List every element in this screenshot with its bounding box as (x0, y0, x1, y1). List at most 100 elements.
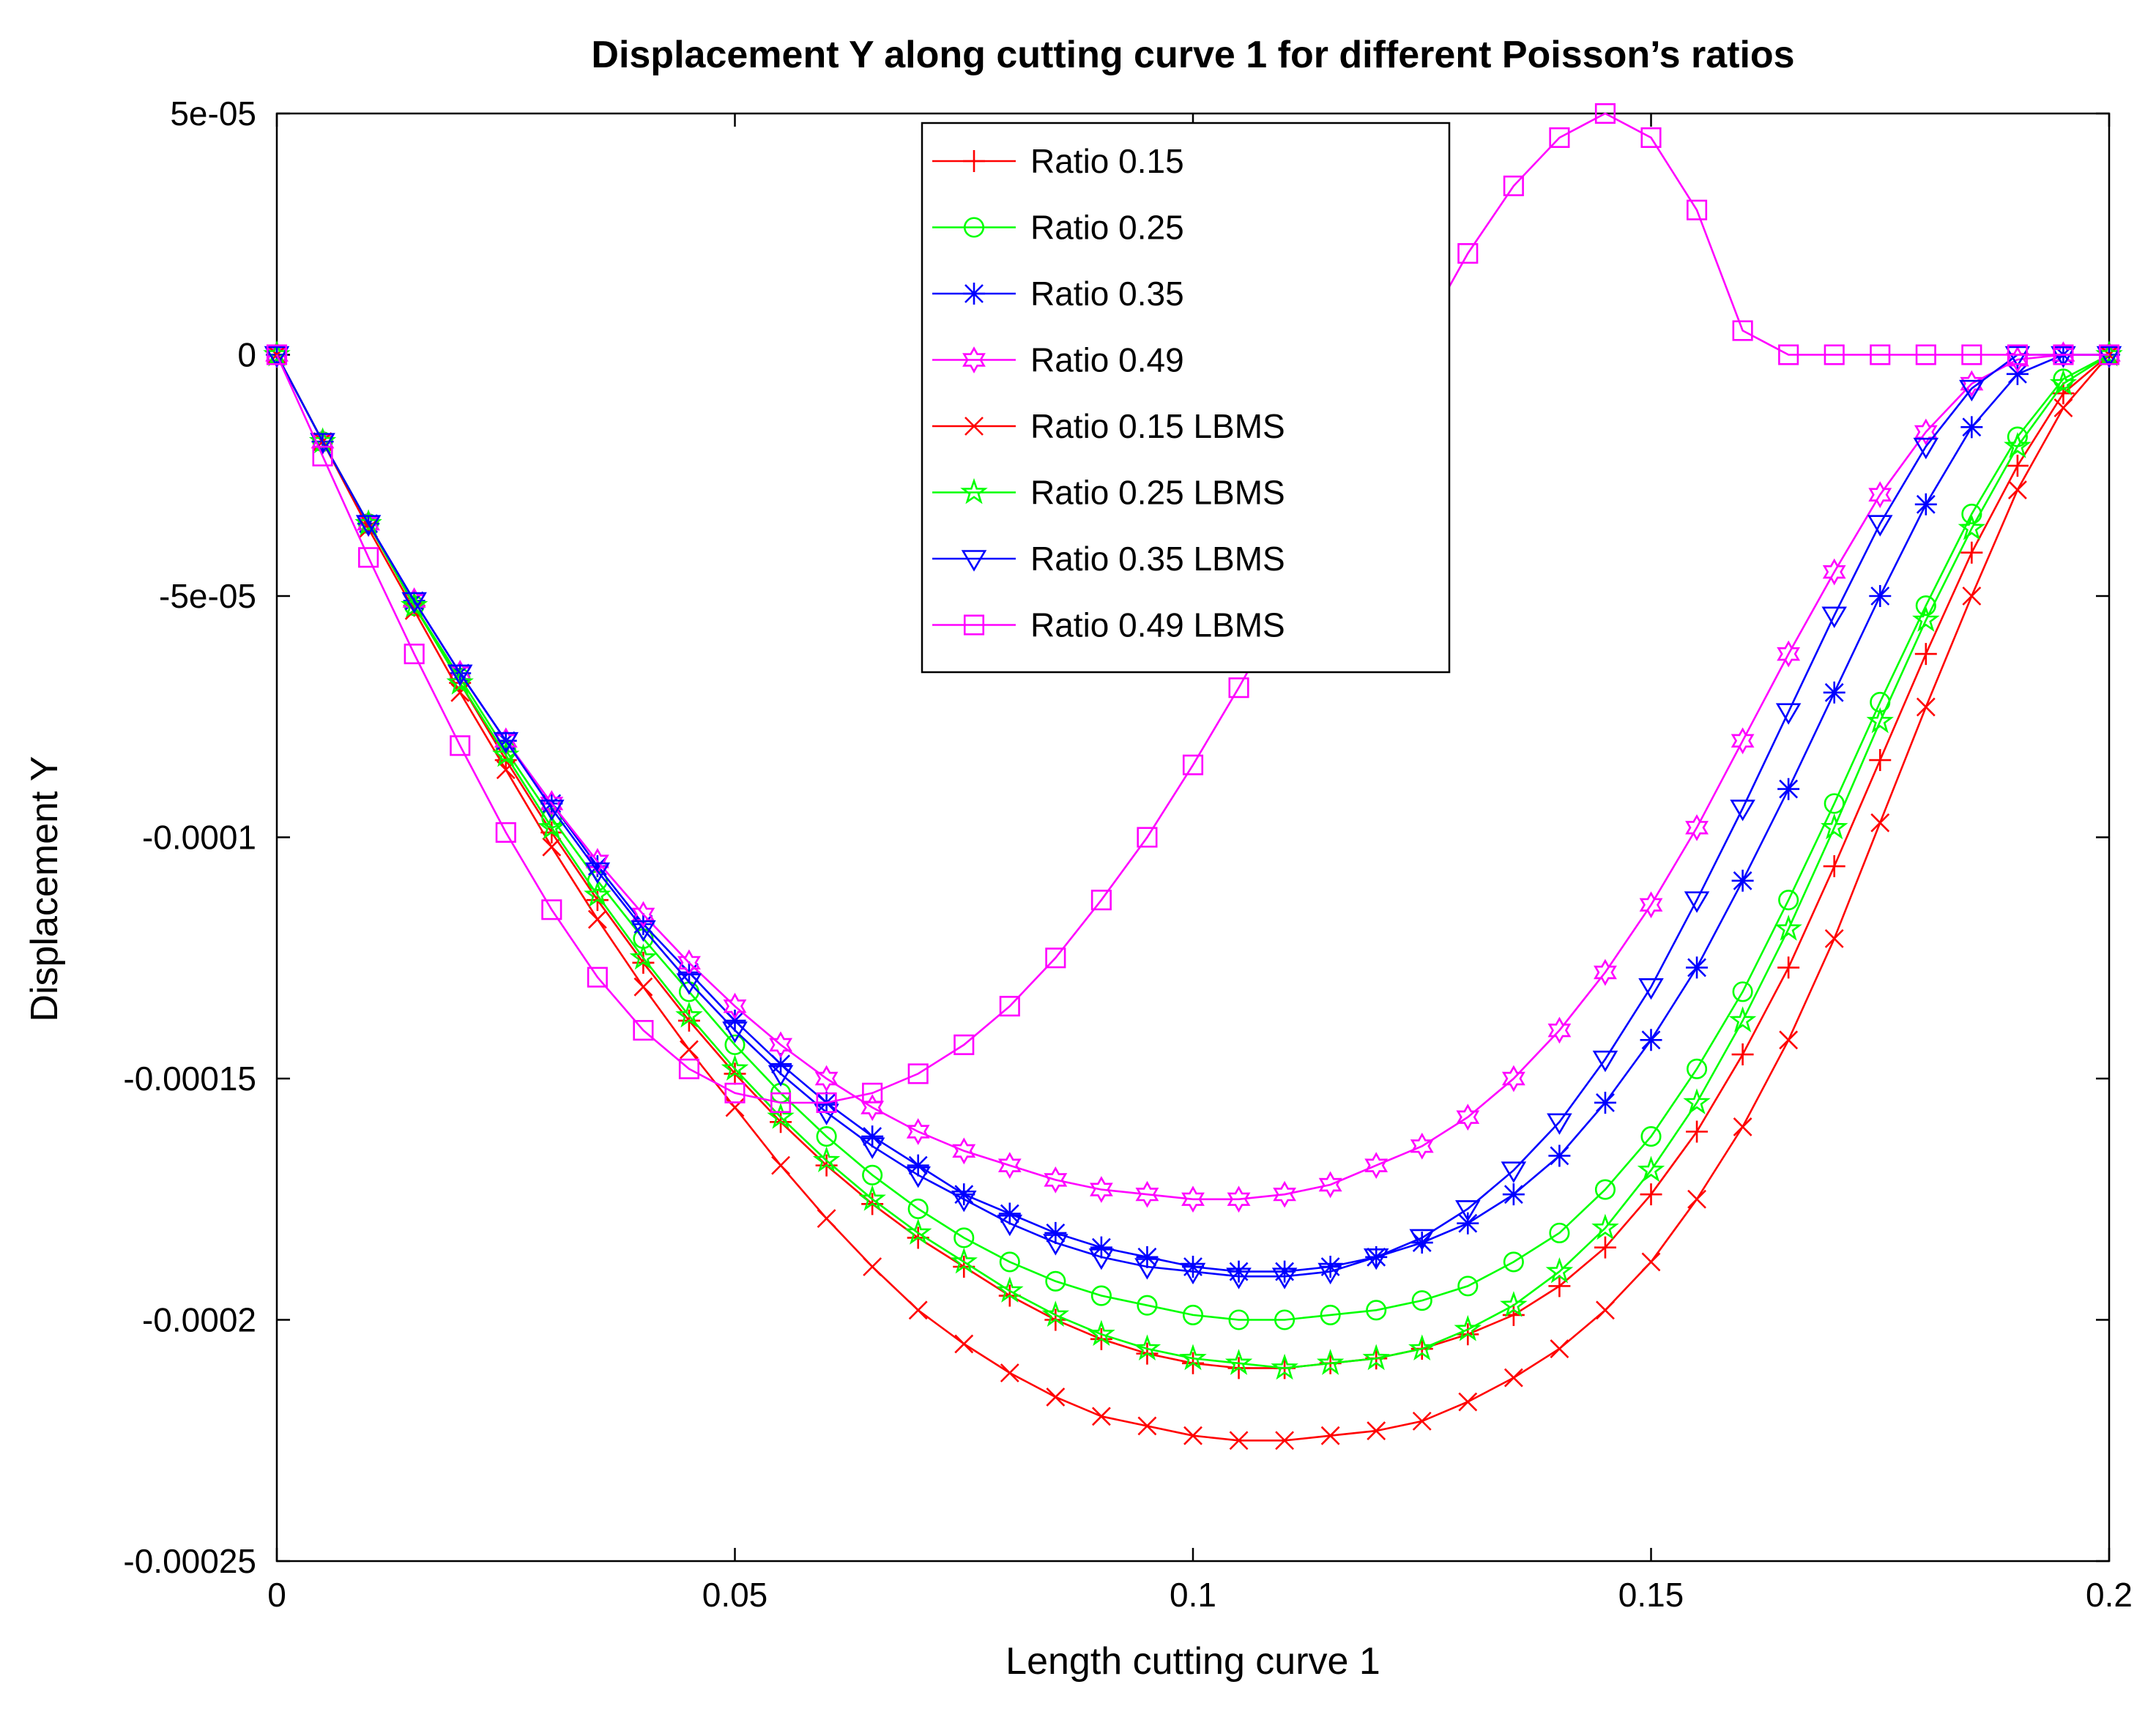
legend-label: Ratio 0.49 (1030, 341, 1184, 379)
legend-marker (961, 550, 987, 572)
legend: Ratio 0.15 Ratio 0.25 Ratio 0.35 Ratio 0.49… (921, 122, 1451, 674)
data-point (1271, 1353, 1298, 1380)
data-point (1915, 595, 1936, 617)
data-point (1547, 1113, 1572, 1135)
legend-marker (964, 417, 984, 436)
data-point (859, 1137, 885, 1159)
legend-item: Ratio 0.25 (932, 209, 1184, 247)
data-point (585, 848, 609, 875)
data-point (1594, 1236, 1616, 1259)
data-point (1046, 1388, 1066, 1407)
legend-label: Ratio 0.35 LBMS (1030, 540, 1285, 578)
data-point (266, 344, 288, 365)
data-point (1550, 1339, 1569, 1358)
data-point (1639, 891, 1663, 919)
data-point (629, 943, 658, 970)
data-point (1867, 515, 1893, 537)
data-point (2053, 398, 2073, 417)
data-point (1316, 1349, 1345, 1375)
data-point (951, 1190, 977, 1213)
data-point (1730, 800, 1755, 822)
data-point (1822, 558, 1846, 586)
legend-item: Ratio 0.49 LBMS (932, 606, 1285, 644)
data-point (1547, 1016, 1572, 1044)
data-point (1594, 958, 1617, 986)
legend-item: Ratio 0.35 LBMS (932, 540, 1285, 578)
data-point (1319, 1256, 1342, 1278)
data-point (998, 1202, 1021, 1225)
data-point (1594, 103, 1616, 124)
data-point (950, 1247, 978, 1274)
data-point (908, 1300, 928, 1320)
data-point (2098, 344, 2120, 365)
data-point (1684, 891, 1710, 913)
data-point (2053, 344, 2074, 365)
data-point (904, 1218, 932, 1245)
data-point (633, 1020, 654, 1041)
data-point (584, 880, 612, 907)
data-point (1732, 981, 1753, 1002)
data-point (1090, 890, 1112, 911)
y-tick-label: -0.00015 (123, 1060, 256, 1098)
data-point (2006, 455, 2029, 477)
data-point (539, 800, 565, 822)
y-tick-label: -0.0002 (142, 1301, 256, 1339)
data-point (1549, 1222, 1570, 1243)
data-point (907, 1198, 929, 1219)
series-line (275, 112, 2109, 1104)
data-point (1594, 1179, 1616, 1200)
data-point (2051, 346, 2076, 368)
data-point (858, 1185, 886, 1211)
data-point (1594, 1091, 1616, 1114)
data-point (1457, 1212, 1479, 1235)
data-point (1914, 493, 1937, 515)
data-point (952, 1137, 976, 1165)
data-point (905, 1166, 931, 1188)
data-point (1731, 1043, 1754, 1066)
data-point (631, 901, 655, 928)
data-point (1364, 1152, 1389, 1180)
legend-item: Ratio 0.49 (932, 341, 1184, 379)
data-point (1866, 707, 1894, 734)
data-point (1366, 1300, 1387, 1321)
data-point (312, 445, 333, 466)
data-point (1824, 793, 1845, 814)
data-point (1777, 956, 1800, 979)
data-point (1455, 1200, 1481, 1222)
data-point (541, 899, 562, 920)
data-point (1548, 1144, 1571, 1167)
data-point (680, 1040, 699, 1060)
data-point (1869, 585, 1892, 607)
data-point (1732, 320, 1753, 341)
legend-label: Ratio 0.25 LBMS (1030, 474, 1285, 512)
data-point (2007, 480, 2027, 499)
data-point (953, 1183, 975, 1206)
data-point (723, 992, 747, 1020)
data-point (954, 1227, 975, 1248)
data-point (767, 1103, 795, 1129)
data-point (1502, 1183, 1525, 1206)
legend-label: Ratio 0.49 LBMS (1030, 606, 1285, 644)
data-point (1545, 1256, 1574, 1284)
data-point (678, 1058, 700, 1079)
data-point (2049, 369, 2078, 396)
data-point (907, 1154, 929, 1177)
y-tick-label: -0.00025 (123, 1542, 256, 1580)
legend-item: Ratio 0.35 (932, 275, 1184, 313)
series-ratio-0-35-lbms (264, 346, 2122, 1289)
data-point (1960, 416, 1983, 439)
data-point (770, 1092, 792, 1113)
data-point (1454, 1314, 1482, 1341)
legend-item: Ratio 0.25 LBMS (932, 474, 1285, 512)
data-point (1824, 928, 1844, 948)
data-point (1182, 754, 1204, 775)
legend-item: Ratio 0.15 (932, 142, 1184, 180)
data-point (1640, 127, 1662, 148)
data-point (1229, 1431, 1249, 1451)
data-point (1500, 1291, 1528, 1317)
data-point (1181, 1185, 1205, 1213)
data-point (1959, 379, 1985, 402)
data-point (1915, 344, 1936, 365)
data-point (1962, 587, 1982, 606)
data-point (771, 1155, 790, 1175)
